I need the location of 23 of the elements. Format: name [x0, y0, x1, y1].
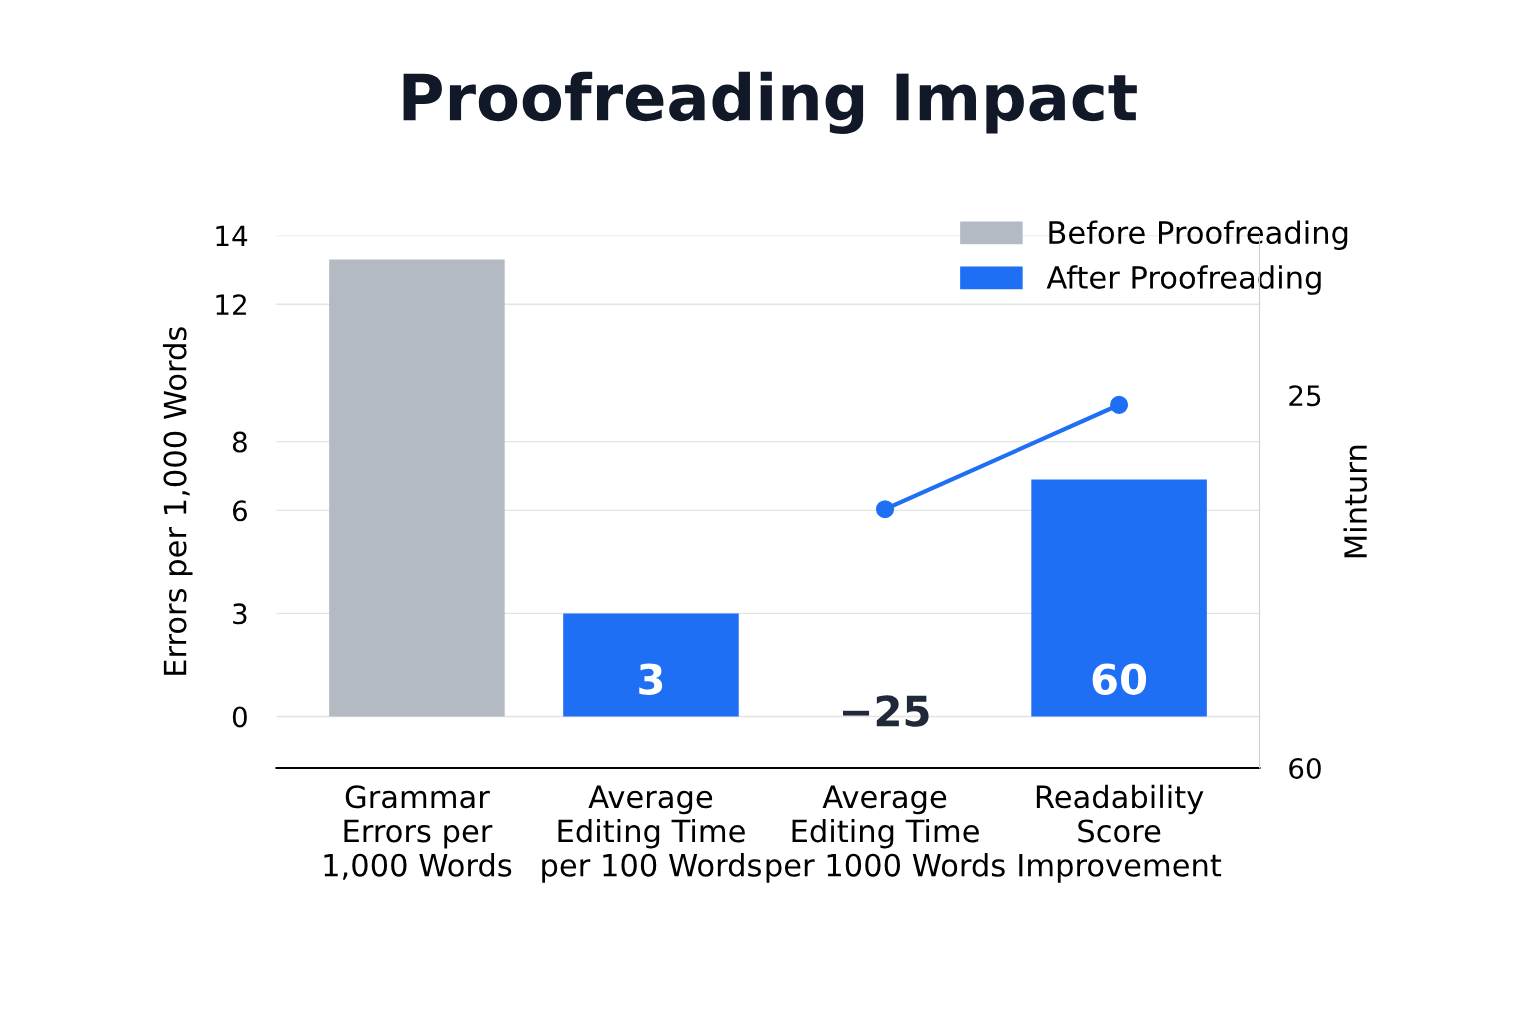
bar — [563, 613, 739, 717]
x-tick-label: Grammar Errors per 1,000 Words — [324, 785, 512, 880]
y2-axis-title: Minturn — [1343, 445, 1368, 558]
y2-tick-label: 60 — [1289, 757, 1321, 779]
x-tick-label: Average Editing Time per 100 Words — [542, 785, 761, 883]
y-tick-label: 14 — [216, 225, 248, 247]
annotation: −25 — [842, 695, 929, 727]
y2-tick-label: 25 — [1289, 385, 1321, 407]
y-tick-label: 6 — [232, 500, 247, 522]
y-tick-label: 12 — [216, 294, 246, 315]
x-tick-label: Average Editing Time per 1000 Words — [766, 785, 1005, 883]
legend-label: Before Proofreading — [1049, 220, 1348, 250]
y-tick-label: 8 — [232, 431, 247, 453]
data-label: 3 — [639, 663, 663, 695]
bar — [1031, 479, 1207, 717]
y-tick-label: 0 — [232, 706, 247, 728]
annotation: 60 — [1092, 663, 1147, 695]
y-axis-title: Errors per 1,000 Words — [162, 327, 193, 675]
bar — [329, 259, 505, 717]
y-tick-label: 3 — [233, 603, 247, 625]
legend-label: After Proofreading — [1046, 265, 1321, 295]
x-tick-label: Readability Score Improvement — [1019, 784, 1222, 883]
chart-title: Proofreading Impact — [403, 71, 1137, 135]
